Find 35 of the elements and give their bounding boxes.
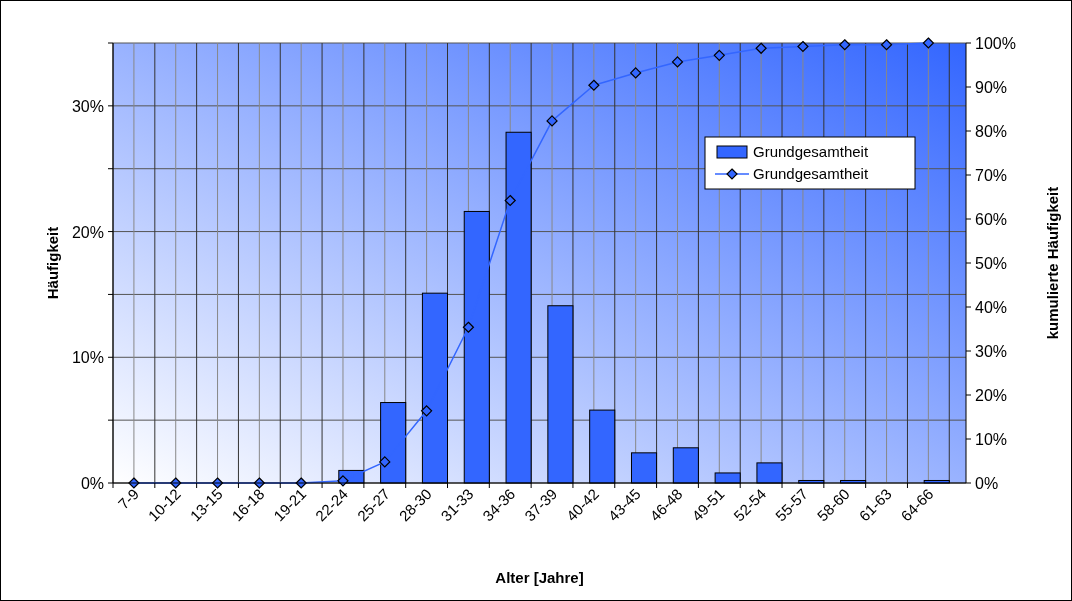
legend-label: Grundgesamtheit (753, 165, 869, 182)
point (922, 37, 934, 49)
y2-tick-label: 90% (975, 79, 1008, 96)
point (588, 79, 600, 91)
y-tick-label: 10% (71, 349, 104, 367)
point (504, 194, 516, 207)
point (379, 456, 391, 468)
point (797, 40, 809, 53)
point (421, 405, 433, 417)
point (839, 39, 851, 51)
x-tick-label: 7-9 (114, 485, 143, 513)
point (755, 42, 767, 54)
point (462, 321, 475, 333)
y2-axis-title: kumulierte Häufigkeit (1044, 186, 1061, 340)
y-axis-title: Häufigkeit (44, 226, 61, 300)
y2-tick-label: 30% (975, 343, 1008, 360)
y2-tick-label: 50% (975, 255, 1008, 272)
y2-tick-label: 100% (975, 35, 1016, 52)
point (671, 56, 684, 68)
y2-tick-label: 70% (975, 167, 1008, 184)
point (546, 115, 558, 127)
point (630, 67, 642, 79)
legend-label: Grundgesamtheit (753, 143, 869, 160)
y-tick-label: 0% (80, 475, 104, 492)
y2-tick-label: 0% (975, 475, 999, 492)
point (880, 39, 893, 51)
y2-tick-label: 10% (975, 431, 1008, 448)
x-axis-title: Alter [Jahre] (495, 569, 584, 586)
y2-tick-label: 60% (975, 211, 1008, 228)
point (713, 49, 725, 61)
y-tick-label: 30% (71, 97, 104, 115)
y2-tick-label: 80% (975, 123, 1008, 140)
y-tick-label: 20% (71, 223, 104, 241)
y2-tick-label: 40% (975, 299, 1008, 316)
y2-tick-label: 20% (975, 387, 1008, 404)
